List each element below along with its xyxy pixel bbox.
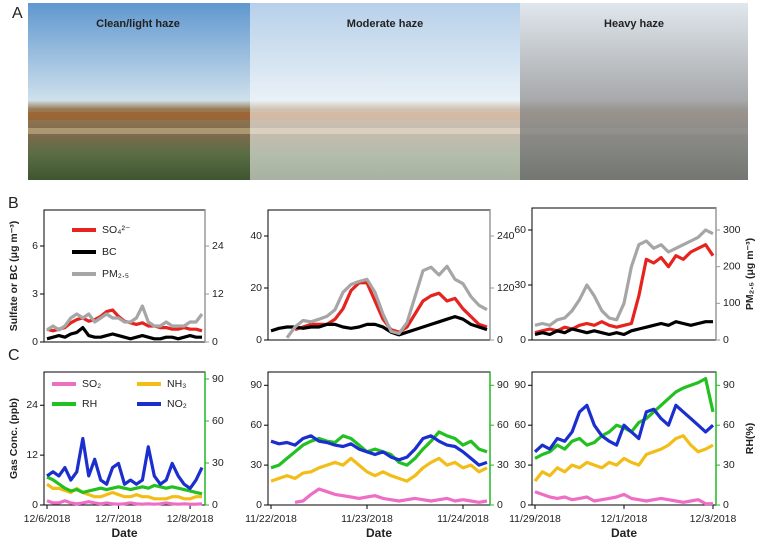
series-line: [534, 377, 715, 460]
y2-tick-label: 300: [723, 224, 741, 236]
y-tick-label: 20: [250, 282, 262, 294]
y-tick-label: 30: [514, 459, 526, 471]
y-tick-label: 0: [32, 336, 38, 348]
series-line: [270, 434, 488, 467]
y2-tick-label: 0: [212, 499, 218, 511]
y2-tick-label: 12: [212, 288, 224, 300]
legend-label: NO₂: [167, 398, 187, 410]
y-tick-label: 90: [514, 379, 526, 391]
y-tick-label: 0: [256, 334, 262, 346]
y-axis-label: Sulfate or BC (μg m⁻³): [8, 221, 20, 332]
y-tick-label: 24: [26, 399, 38, 411]
y2-tick-label: 0: [497, 334, 503, 346]
y-axis-label: Gas Conc. (ppb): [8, 398, 20, 479]
y2-tick-label: 60: [497, 419, 509, 431]
series-line: [46, 475, 203, 496]
y2-tick-label: 90: [723, 379, 735, 391]
x-tick-label: 12/7/2018: [95, 513, 142, 525]
photo-label: Moderate haze: [347, 18, 423, 30]
y2-tick-label: 0: [497, 499, 503, 511]
photo-strip: Clean/light haze Moderate haze Heavy haz…: [28, 3, 748, 180]
y-tick-label: 60: [514, 419, 526, 431]
haze-overlay: [520, 3, 748, 180]
x-tick-label: 12/8/2018: [167, 513, 214, 525]
y2-tick-label: 240: [497, 230, 515, 242]
x-axis-label: Date: [111, 526, 137, 540]
x-axis-label: Date: [611, 526, 637, 540]
x-tick-label: 11/29/2018: [509, 513, 561, 525]
y-tick-label: 0: [520, 499, 526, 511]
legend-label: NH₃: [167, 378, 186, 390]
y2-tick-label: 24: [212, 240, 224, 252]
y-tick-label: 60: [514, 224, 526, 236]
y-tick-label: 30: [514, 279, 526, 291]
x-tick-label: 12/6/2018: [24, 513, 71, 525]
legend-label: PM₂.₅: [102, 268, 129, 280]
legend-label: SO₂: [82, 378, 101, 390]
y-tick-label: 0: [32, 499, 38, 511]
x-tick-label: 11/24/2018: [437, 513, 489, 525]
y-tick-label: 0: [520, 334, 526, 346]
legend-label: SO₄²⁻: [102, 224, 131, 236]
x-tick-label: 12/3/2018: [690, 513, 737, 525]
panel-label: B: [8, 195, 19, 212]
series-line: [270, 315, 488, 337]
y2-tick-label: 120: [497, 282, 515, 294]
legend-label: BC: [102, 246, 117, 258]
series-line: [533, 434, 714, 483]
y2-tick-label: 0: [723, 334, 729, 346]
x-tick-label: 11/22/2018: [245, 513, 297, 525]
series-line: [46, 436, 204, 490]
x-tick-label: 11/23/2018: [341, 513, 393, 525]
x-axis-label: Date: [366, 526, 392, 540]
series-line: [46, 304, 204, 332]
y2-axis-label: RH(%): [744, 423, 756, 455]
series-line: [534, 490, 713, 506]
series-line: [534, 228, 714, 327]
y-tick-label: 40: [250, 230, 262, 242]
panel-label: A: [12, 5, 23, 22]
y2-tick-label: 30: [723, 459, 735, 471]
y2-tick-label: 0: [212, 336, 218, 348]
y-tick-label: 6: [32, 240, 38, 252]
haze-overlay: [250, 3, 520, 180]
series-line: [270, 430, 488, 470]
y2-tick-label: 60: [212, 415, 224, 427]
y-tick-label: 60: [250, 419, 262, 431]
series-line: [270, 456, 488, 483]
legend-label: RH: [82, 398, 97, 410]
y2-tick-label: 90: [497, 379, 509, 391]
panel-label: C: [8, 347, 20, 364]
y2-tick-label: 90: [212, 373, 224, 385]
y-tick-label: 90: [250, 379, 262, 391]
x-tick-label: 12/1/2018: [601, 513, 648, 525]
y2-tick-label: 60: [723, 419, 735, 431]
y2-tick-label: 200: [723, 260, 741, 272]
y2-axis-label: PM₂.₅ (μg m⁻³): [744, 238, 756, 310]
y-tick-label: 0: [256, 499, 262, 511]
series-line: [534, 243, 715, 335]
series-line: [294, 487, 488, 504]
series-line: [46, 326, 202, 341]
series-line: [534, 320, 713, 337]
y2-tick-label: 30: [497, 459, 509, 471]
photo-label: Clean/light haze: [96, 18, 180, 30]
y-tick-label: 12: [26, 449, 38, 461]
series-line: [285, 264, 488, 339]
y2-tick-label: 30: [212, 457, 224, 469]
y2-tick-label: 100: [723, 297, 741, 309]
y2-tick-label: 0: [723, 499, 729, 511]
y-tick-label: 30: [250, 459, 262, 471]
photo-label: Heavy haze: [604, 18, 664, 30]
y-tick-label: 3: [32, 288, 38, 300]
series-line: [533, 403, 715, 453]
series-line: [46, 499, 203, 506]
